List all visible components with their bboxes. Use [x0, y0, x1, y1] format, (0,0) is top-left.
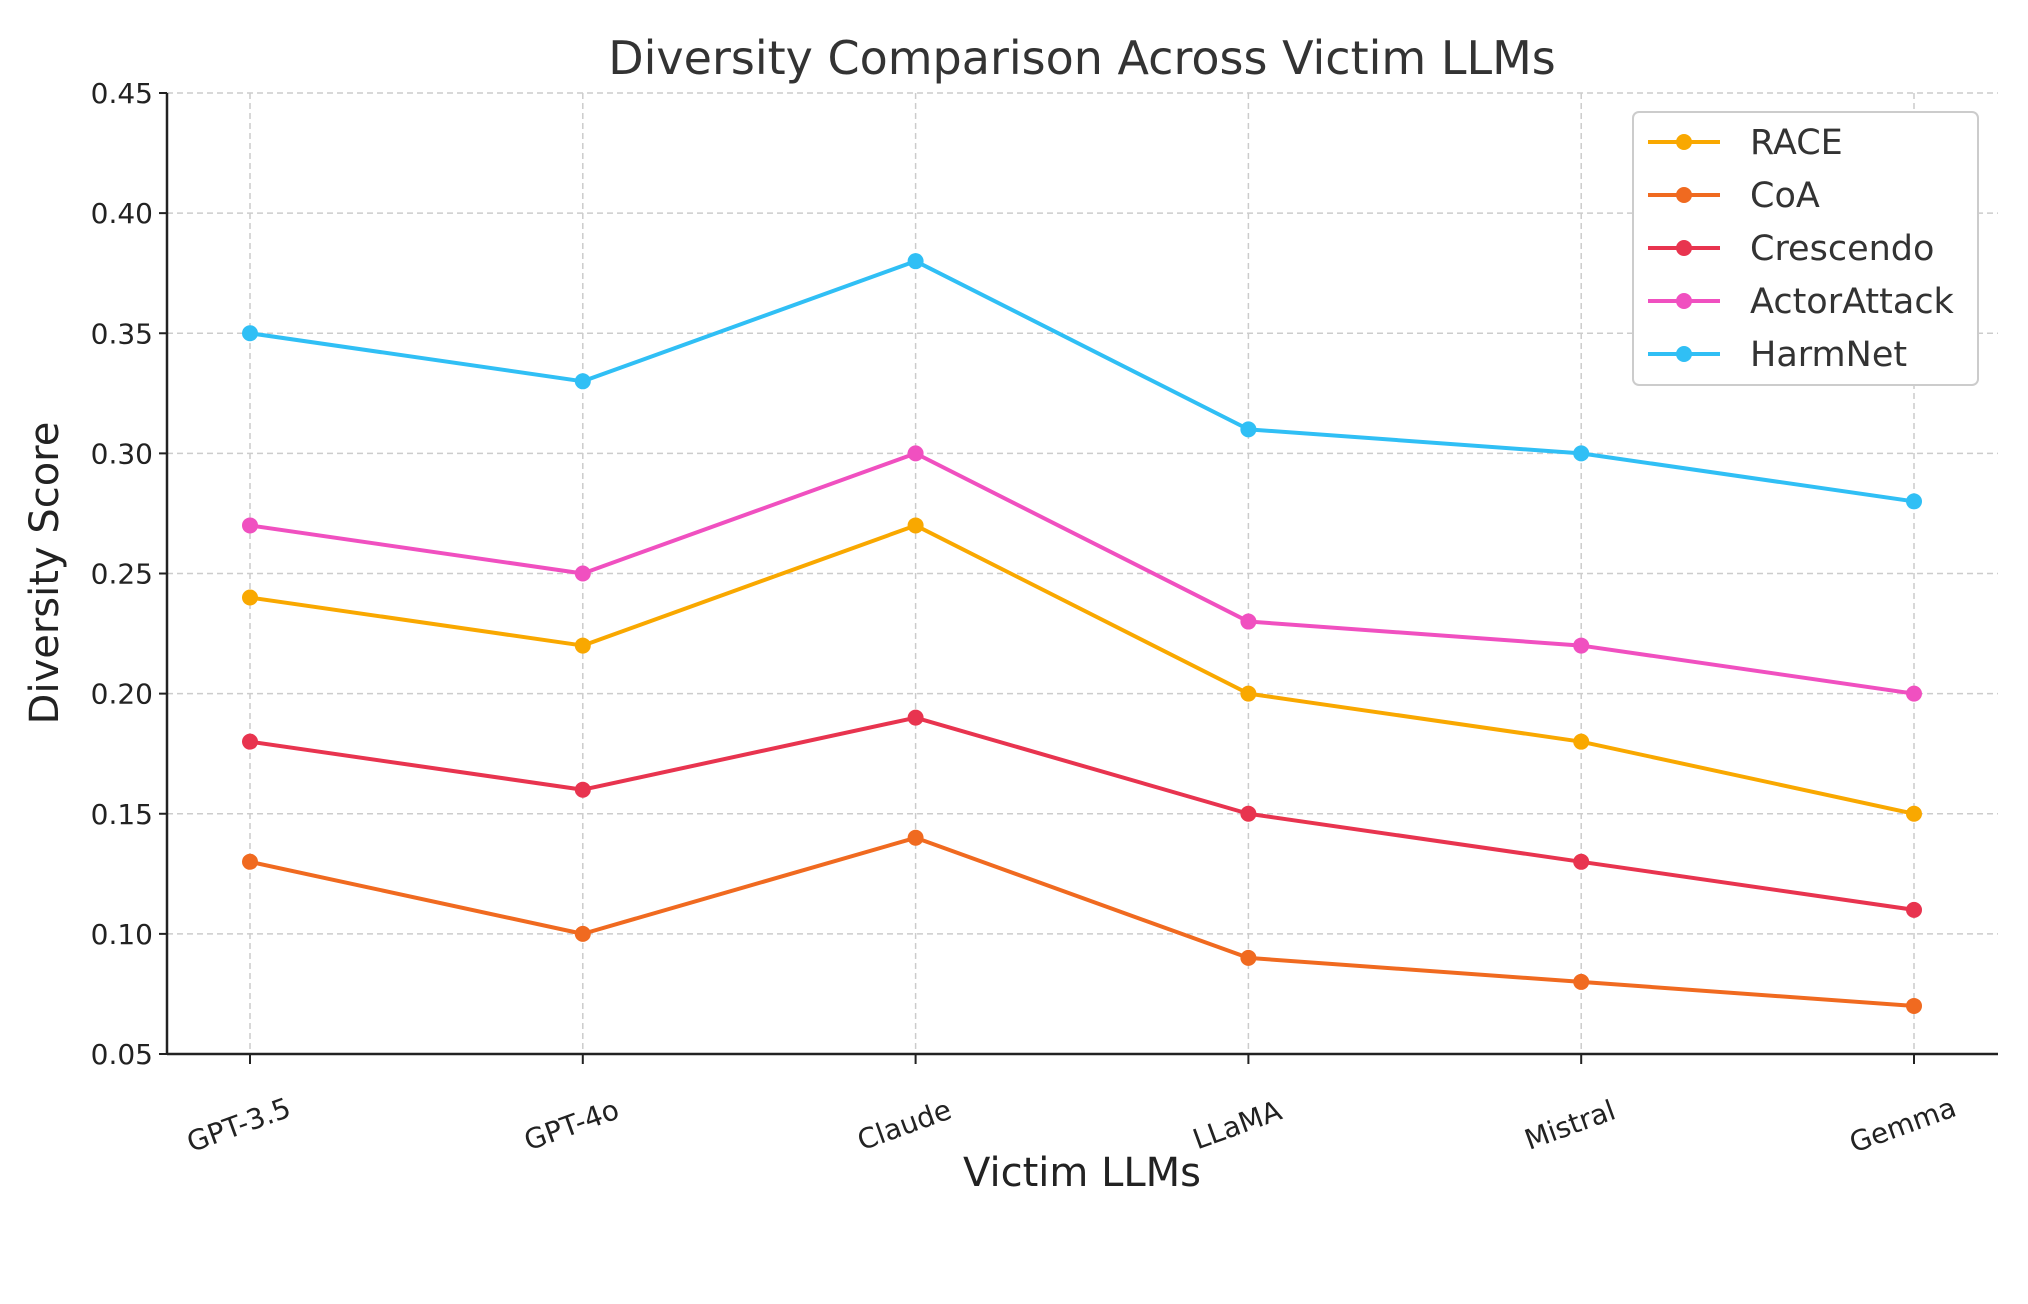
y-tick-label: 0.10 — [91, 918, 153, 951]
data-point — [1240, 613, 1257, 630]
legend-swatch-marker — [1676, 187, 1692, 203]
data-point — [1906, 805, 1922, 822]
x-axis-ticks: GPT-3.5 GPT-4o Claude LLaMA Mistral Gemma — [182, 1054, 1960, 1159]
data-point — [1573, 445, 1590, 462]
legend-label: RACE — [1750, 123, 1843, 163]
data-point — [242, 733, 258, 750]
data-point — [1240, 421, 1257, 438]
y-tick-label: 0.20 — [91, 678, 153, 711]
grid — [167, 92, 1998, 1055]
data-point — [1240, 685, 1257, 702]
y-tick-label: 0.40 — [91, 197, 153, 230]
legend-box — [1632, 111, 1979, 386]
data-point — [574, 373, 591, 390]
series-line — [249, 715, 1915, 912]
legend-label: ActorAttack — [1750, 282, 1955, 322]
data-point — [242, 517, 258, 534]
series-line — [249, 523, 1915, 816]
data-point — [1240, 805, 1257, 822]
data-point — [574, 565, 591, 582]
x-tick-label: Gemma — [1845, 1091, 1960, 1160]
data-point — [907, 709, 924, 726]
series-crescendo — [242, 709, 1922, 918]
data-point — [907, 829, 924, 846]
y-tick-label: 0.05 — [91, 1038, 153, 1071]
series-actorattack — [242, 445, 1922, 702]
legend-label: HarmNet — [1750, 335, 1907, 375]
x-tick-label: GPT-4o — [520, 1093, 624, 1158]
series-line — [249, 259, 1915, 504]
y-axis-ticks: 0.05 0.10 0.15 0.20 0.25 0.30 0.35 0.40 0.45 — [91, 77, 167, 1071]
y-tick-label: 0.30 — [91, 437, 153, 470]
y-tick-label: 0.15 — [91, 798, 153, 831]
x-tick-label: GPT-3.5 — [182, 1091, 295, 1159]
y-axis-label: Diversity Score — [22, 422, 68, 725]
series-lines — [242, 253, 1922, 1014]
data-point — [242, 589, 258, 606]
y-tick-label: 0.35 — [91, 317, 153, 350]
series-race — [242, 517, 1922, 822]
y-tick-label: 0.45 — [91, 77, 153, 110]
chart-title: Diversity Comparison Across Victim LLMs — [608, 31, 1556, 85]
data-point — [574, 925, 591, 942]
series-line — [249, 835, 1915, 1008]
data-point — [1573, 733, 1590, 750]
legend-swatch-marker — [1676, 293, 1692, 309]
y-tick-label: 0.25 — [91, 558, 153, 591]
series-harmnet — [242, 253, 1922, 510]
legend: RACE CoA Crescendo ActorAttack HarmNet — [1632, 111, 1979, 386]
data-point — [907, 445, 924, 462]
x-tick-label: LLaMA — [1188, 1094, 1285, 1156]
data-point — [1906, 901, 1922, 918]
legend-swatch-marker — [1676, 134, 1692, 150]
data-point — [1906, 493, 1922, 510]
x-tick-label: Mistral — [1520, 1094, 1620, 1157]
x-axis-label: Victim LLMs — [963, 1150, 1201, 1196]
data-point — [1573, 853, 1590, 870]
data-point — [242, 853, 258, 870]
legend-label: CoA — [1750, 176, 1820, 216]
data-point — [1906, 685, 1922, 702]
data-point — [242, 325, 258, 342]
data-point — [1240, 949, 1257, 966]
data-point — [907, 253, 924, 270]
x-tick-label: Claude — [853, 1093, 956, 1157]
series-line — [249, 451, 1915, 696]
data-point — [1906, 997, 1922, 1014]
series-coa — [242, 829, 1922, 1014]
data-point — [1573, 637, 1590, 654]
data-point — [574, 637, 591, 654]
legend-label: Crescendo — [1750, 229, 1934, 269]
data-point — [574, 781, 591, 798]
data-point — [1573, 973, 1590, 990]
data-point — [907, 517, 924, 534]
legend-swatch-marker — [1676, 240, 1692, 256]
legend-swatch-marker — [1676, 346, 1692, 362]
